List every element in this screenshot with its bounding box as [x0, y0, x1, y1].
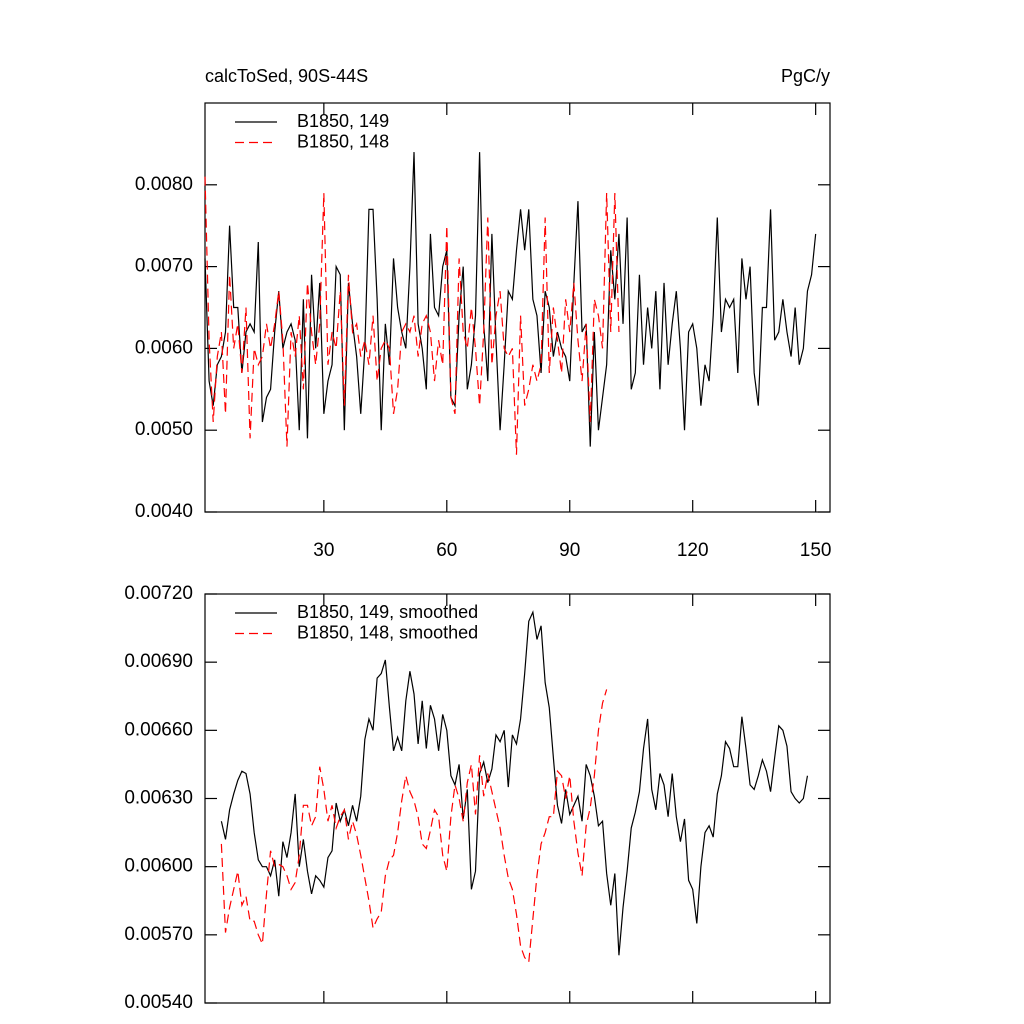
plot-frame	[204, 102, 831, 513]
legend-label: B1850, 148	[297, 131, 389, 151]
x-tick-label: 90	[559, 540, 580, 561]
y-tick-label: 0.00540	[124, 992, 193, 1013]
y-tick-label: 0.0050	[135, 419, 193, 440]
y-tick-label: 0.00690	[124, 651, 193, 672]
y-tick-label: 0.00570	[124, 924, 193, 945]
x-tick-label: 120	[677, 540, 709, 561]
x-tick-label: 30	[313, 540, 334, 561]
chart-title: calcToSed, 90S-44S	[205, 66, 368, 86]
y-tick-label: 0.0060	[135, 337, 193, 358]
series-line	[220, 610, 809, 956]
y-tick-label: 0.00600	[124, 856, 193, 877]
x-tick-label: 150	[800, 540, 832, 561]
legend-label: B1850, 149, smoothed	[297, 602, 478, 622]
y-tick-label: 0.00630	[124, 788, 193, 809]
y-tick-label: 0.0040	[135, 501, 193, 522]
series-line	[220, 689, 608, 964]
y-tick-label: 0.00660	[124, 719, 193, 740]
y-tick-label: 0.0080	[135, 174, 193, 195]
legend-label: B1850, 149	[297, 111, 389, 131]
legend-label: B1850, 148, smoothed	[297, 622, 478, 642]
units-label: PgC/y	[781, 66, 830, 86]
y-tick-label: 0.0070	[135, 256, 193, 277]
y-tick-label: 0.00720	[124, 583, 193, 604]
x-tick-label: 60	[436, 540, 457, 561]
plot-frame	[204, 593, 831, 1004]
series-line	[204, 176, 620, 455]
series-line	[204, 152, 817, 447]
